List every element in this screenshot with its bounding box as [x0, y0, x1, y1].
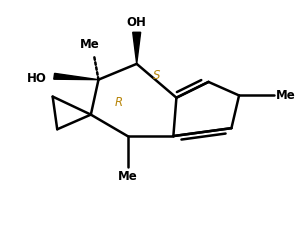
Text: R: R [114, 96, 122, 109]
Text: OH: OH [127, 16, 147, 29]
Text: HO: HO [27, 72, 47, 85]
Text: Me: Me [118, 170, 138, 183]
Text: Me: Me [80, 38, 99, 52]
Text: S: S [153, 69, 160, 82]
Polygon shape [54, 73, 99, 80]
Polygon shape [133, 32, 141, 64]
Text: Me: Me [276, 89, 296, 102]
